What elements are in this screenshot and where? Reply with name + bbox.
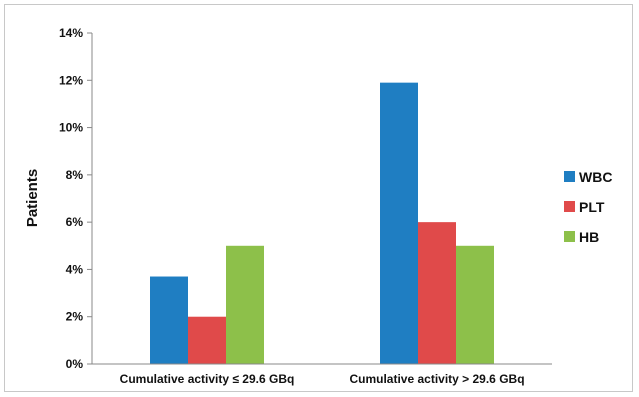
y-tick-label: 8%: [66, 168, 84, 182]
legend: WBC PLT HB: [564, 169, 612, 245]
bar-hb-2: [456, 245, 494, 364]
legend-label-wbc: WBC: [579, 169, 612, 185]
bar-hb-1: [226, 245, 264, 364]
legend-swatch-plt: [564, 201, 575, 212]
legend-swatch-wbc: [564, 171, 575, 182]
y-tick-label: 2%: [66, 310, 84, 324]
x-category-label: Cumulative activity > 29.6 GBq: [349, 372, 524, 386]
y-tick-label: 4%: [66, 262, 84, 276]
x-axis-labels: Cumulative activity ≤ 29.6 GBq Cumulative…: [120, 372, 525, 386]
bar-wbc-2: [380, 82, 418, 365]
legend-swatch-hb: [564, 231, 575, 242]
y-axis-ticks: 0% 2% 4% 6% 8% 10% 12% 14%: [59, 26, 92, 371]
bar-plt-1: [188, 316, 226, 364]
y-tick-label: 12%: [59, 73, 83, 87]
y-tick-label: 14%: [59, 26, 83, 40]
legend-label-plt: PLT: [579, 199, 605, 215]
bar-wbc-1: [150, 276, 188, 364]
y-tick-label: 6%: [66, 215, 84, 229]
bars: [150, 82, 494, 365]
bar-plt-2: [418, 222, 456, 364]
x-category-label: Cumulative activity ≤ 29.6 GBq: [120, 372, 295, 386]
y-tick-label: 0%: [66, 357, 84, 371]
y-tick-label: 10%: [59, 121, 83, 135]
chart-frame: [4, 4, 633, 392]
y-axis-title: Patients: [24, 169, 41, 227]
legend-label-hb: HB: [579, 229, 599, 245]
